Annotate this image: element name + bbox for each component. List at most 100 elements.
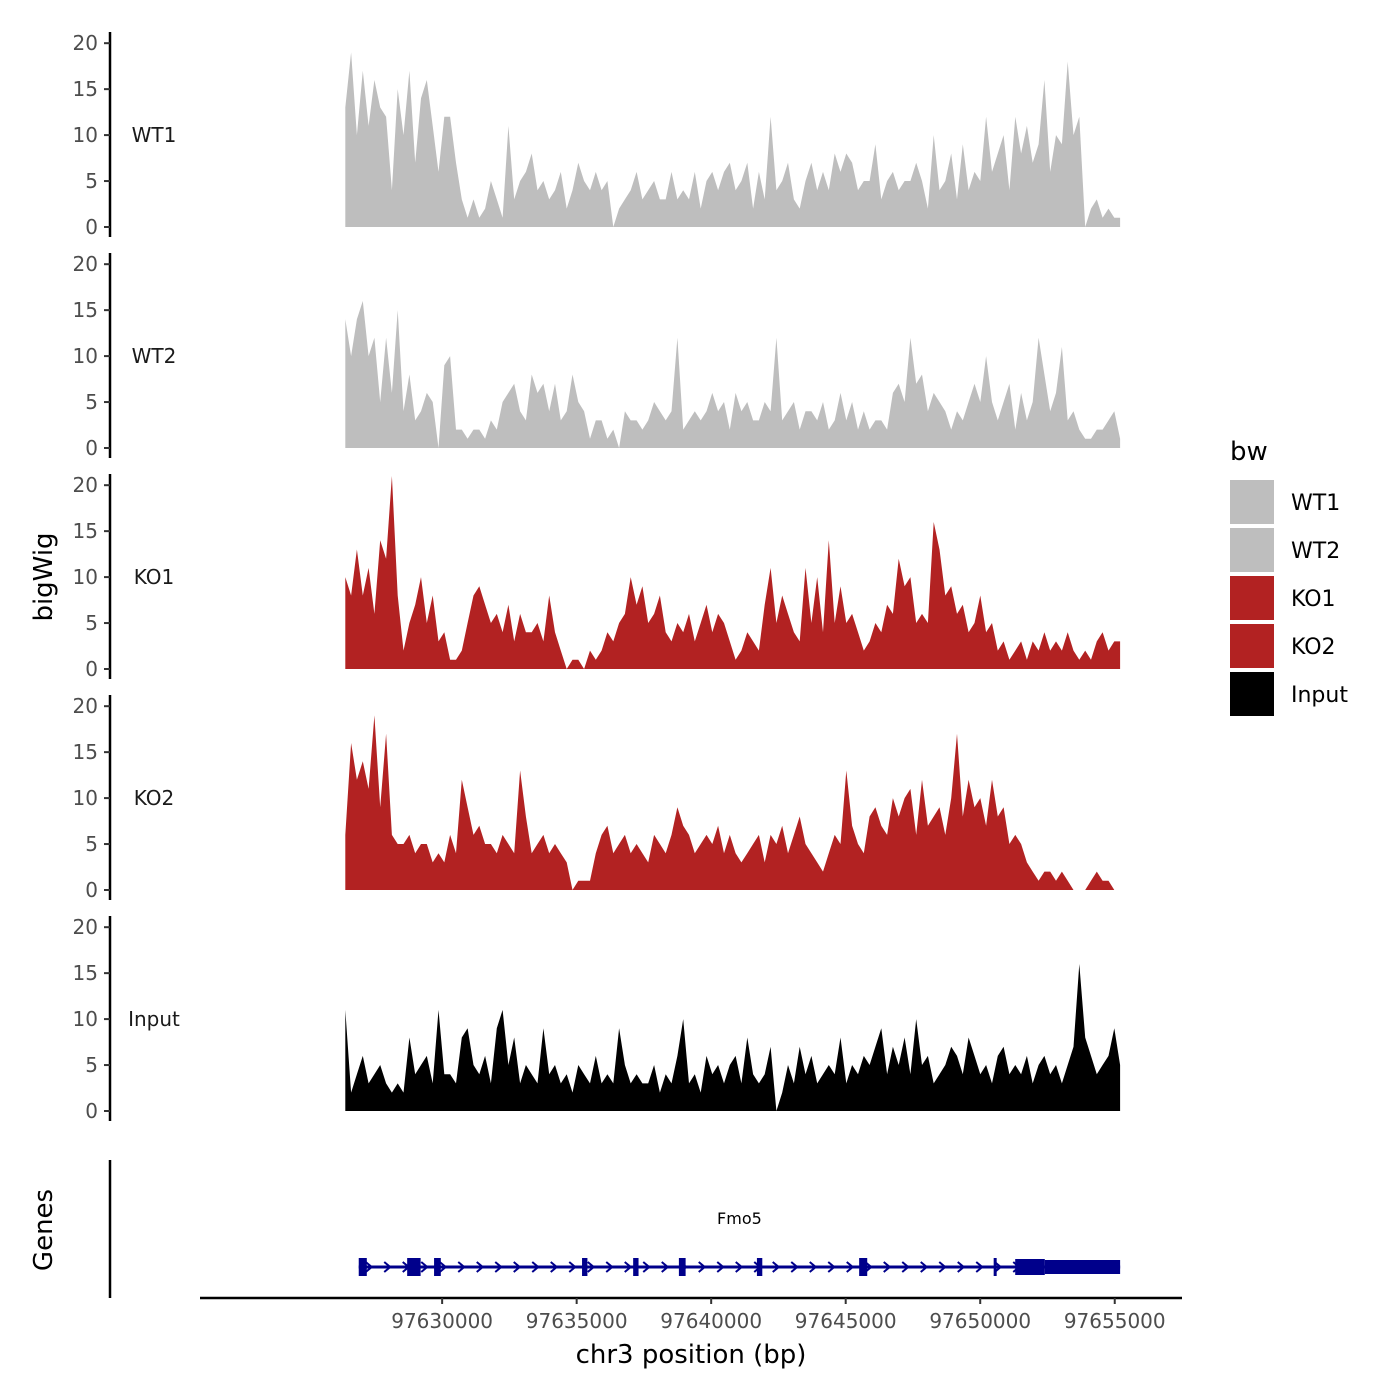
area-input [345, 964, 1121, 1111]
gene-exon [1044, 1260, 1121, 1274]
strand-arrow [735, 1261, 744, 1273]
y-tick-label: 5 [85, 169, 98, 193]
legend: bw WT1 WT2 KO1 KO2 Input [1230, 437, 1348, 716]
y-tick-label: 5 [85, 390, 98, 414]
panel-ko1: 0 5 10 15 20 KO1 [73, 473, 1121, 681]
y-tick-label: 5 [85, 611, 98, 635]
y-tick-label: 10 [73, 123, 98, 147]
strand-arrow [457, 1261, 466, 1273]
y-tick-label: 10 [73, 1007, 98, 1031]
gene-exon [678, 1258, 686, 1276]
strand-arrow [901, 1261, 910, 1273]
gene-exon [633, 1258, 639, 1276]
x-axis-title: chr3 position (bp) [576, 1340, 807, 1370]
strand-arrow [531, 1261, 540, 1273]
legend-label-input: Input [1291, 683, 1348, 708]
y-tick-label: 15 [73, 961, 98, 985]
x-tick-label: 97630000 [391, 1309, 493, 1333]
strand-arrow [605, 1261, 614, 1273]
strand-arrow [790, 1261, 799, 1273]
gene-exon [993, 1258, 997, 1276]
y-tick-label: 10 [73, 786, 98, 810]
strand-arrow [661, 1261, 670, 1273]
strand-arrow [994, 1261, 1003, 1273]
y-axis-title: bigWig [29, 532, 59, 621]
track-label-wt2: WT2 [132, 344, 177, 368]
track-label-wt1: WT1 [132, 123, 177, 147]
strand-arrow [772, 1261, 781, 1273]
gene-track-label: Genes [29, 1189, 59, 1271]
gene-exon [582, 1258, 588, 1276]
track-label-ko1: KO1 [134, 565, 175, 589]
strand-arrow [439, 1261, 448, 1273]
area-wt1 [345, 52, 1121, 228]
y-tick-label: 20 [73, 252, 98, 276]
strand-arrow [920, 1261, 929, 1273]
strand-arrow [975, 1261, 984, 1273]
area-ko1 [345, 476, 1121, 669]
x-tick-label: 97645000 [795, 1309, 897, 1333]
y-tick-label: 20 [73, 31, 98, 55]
legend-swatch-wt2 [1230, 528, 1274, 572]
strand-arrow [864, 1261, 873, 1273]
strand-arrow [698, 1261, 707, 1273]
panel-ko2: 0 5 10 15 20 KO2 [73, 694, 1121, 902]
strand-arrow [365, 1261, 374, 1273]
strand-arrow [938, 1261, 947, 1273]
x-tick-label: 97640000 [660, 1309, 762, 1333]
y-tick-label: 10 [73, 565, 98, 589]
gene-name-label: Fmo5 [717, 1209, 762, 1228]
strand-arrow [587, 1261, 596, 1273]
strand-arrow [494, 1261, 503, 1273]
x-tick-label: 97650000 [929, 1309, 1031, 1333]
gene-exon [1015, 1259, 1045, 1275]
gene-exon [407, 1258, 421, 1276]
strand-arrow [420, 1261, 429, 1273]
strand-arrow [568, 1261, 577, 1273]
legend-swatch-wt1 [1230, 480, 1274, 524]
strand-arrow [624, 1261, 633, 1273]
y-tick-label: 5 [85, 1053, 98, 1077]
strand-arrow [883, 1261, 892, 1273]
legend-swatch-input [1230, 672, 1274, 716]
gene-exon [358, 1258, 367, 1276]
y-tick-label: 20 [73, 694, 98, 718]
strand-arrow [642, 1261, 651, 1273]
strand-arrow [827, 1261, 836, 1273]
legend-title: bw [1230, 437, 1268, 467]
y-tick-label: 15 [73, 740, 98, 764]
y-tick-label: 0 [85, 215, 98, 239]
legend-swatch-ko2 [1230, 624, 1274, 668]
gene-exon [434, 1258, 441, 1276]
gene-track: Fmo5 [108, 1160, 1121, 1298]
gene-exon [859, 1258, 868, 1276]
y-tick-label: 20 [73, 915, 98, 939]
strand-arrow [383, 1261, 392, 1273]
area-wt2 [345, 301, 1121, 448]
track-panels: 0 5 10 15 20 WT1 0 5 10 15 20 WT2 0 5 10 15 20 KO1 0 5 10 15 2… [73, 31, 1121, 1123]
track-label-input: Input [128, 1007, 180, 1031]
y-tick-label: 0 [85, 1099, 98, 1123]
area-ko2 [345, 715, 1121, 890]
track-label-ko2: KO2 [134, 786, 175, 810]
strand-arrow [809, 1261, 818, 1273]
y-tick-label: 10 [73, 344, 98, 368]
x-tick-label: 97635000 [526, 1309, 628, 1333]
x-tick-label: 97655000 [1064, 1309, 1166, 1333]
panel-input: 0 5 10 15 20 Input [73, 915, 1121, 1123]
panel-wt1: 0 5 10 15 20 WT1 [73, 31, 1121, 239]
y-tick-label: 5 [85, 832, 98, 856]
x-axis: 97630000 97635000 97640000 97645000 97650000… [200, 1296, 1182, 1333]
y-tick-label: 0 [85, 878, 98, 902]
strand-arrow [550, 1261, 559, 1273]
y-tick-label: 0 [85, 436, 98, 460]
strand-arrow [846, 1261, 855, 1273]
strand-arrow [476, 1261, 485, 1273]
legend-swatch-ko1 [1230, 576, 1274, 620]
legend-label-ko2: KO2 [1291, 635, 1336, 660]
strand-arrow [716, 1261, 725, 1273]
y-tick-label: 15 [73, 77, 98, 101]
y-tick-label: 20 [73, 473, 98, 497]
y-tick-label: 15 [73, 519, 98, 543]
